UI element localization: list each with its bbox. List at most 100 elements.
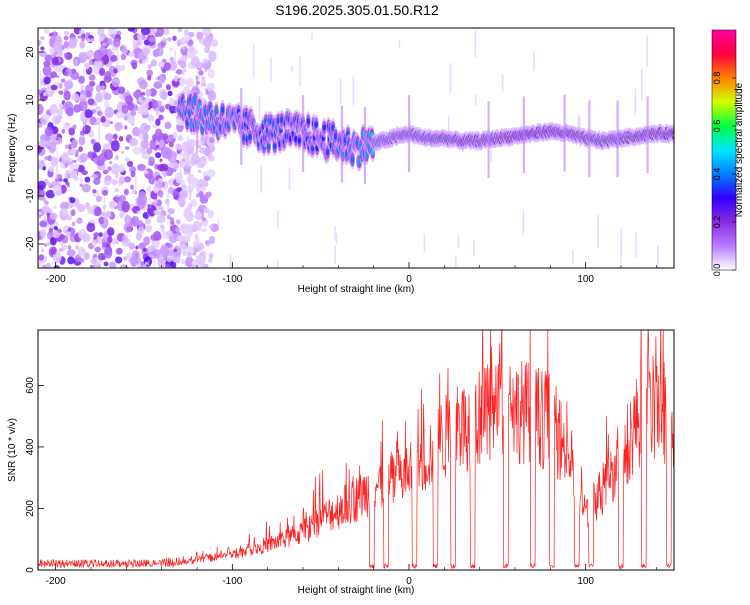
noise-blob: [167, 243, 173, 248]
noise-blob: [182, 250, 187, 257]
noise-blob: [167, 90, 173, 97]
noise-streak: [185, 162, 188, 175]
noise-streak: [640, 68, 643, 101]
noise-blob: [100, 211, 105, 217]
noise-blob: [128, 51, 135, 58]
noise-blob: [185, 256, 194, 268]
noise-blob: [109, 121, 114, 125]
noise-blob: [78, 29, 85, 34]
noise-blob: [182, 184, 187, 190]
noise-blob: [43, 91, 47, 97]
noise-blob: [211, 39, 219, 47]
noise-streak: [646, 35, 648, 67]
noise-blob: [144, 170, 149, 175]
noise-blob: [52, 185, 62, 196]
noise-blob: [43, 60, 51, 68]
noise-blob: [132, 126, 141, 137]
noise-blob: [208, 235, 216, 245]
noise-blob: [42, 166, 46, 171]
noise-blob: [114, 198, 120, 204]
noise-blob: [114, 173, 119, 179]
noise-blob: [138, 220, 144, 228]
noise-blob: [85, 90, 92, 98]
noise-blob: [208, 252, 214, 259]
noise-blob: [168, 97, 175, 106]
noise-blob: [89, 67, 93, 72]
noise-blob: [188, 45, 195, 53]
noise-blob: [109, 261, 117, 268]
noise-blob: [42, 65, 52, 77]
noise-blob: [176, 39, 182, 47]
noise-blob: [98, 67, 106, 76]
noise-blob: [38, 123, 43, 128]
noise-blob: [130, 215, 140, 227]
page-title: S196.2025.305.01.50.R12: [275, 2, 439, 18]
colorbar-ticks: 0.0 0.2 0.4 0.6 0.8: [712, 72, 736, 276]
noise-blob: [207, 210, 214, 219]
noise-blob: [204, 240, 210, 245]
noise-blob: [153, 209, 160, 215]
noise-blob: [86, 222, 96, 233]
noise-streak: [352, 76, 355, 106]
noise-blob: [75, 149, 79, 154]
ridge-core: [334, 133, 338, 140]
noise-blob: [44, 243, 48, 247]
noise-blob: [93, 59, 103, 70]
noise-blob: [187, 39, 194, 47]
noise-blob: [208, 50, 217, 62]
noise-blob: [142, 47, 150, 57]
noise-blob: [153, 249, 162, 259]
noise-blob: [112, 133, 118, 140]
noise-blob: [186, 173, 196, 185]
noise-blob: [183, 85, 190, 92]
noise-blob: [203, 207, 210, 214]
noise-blob: [49, 89, 55, 95]
noise-streak: [187, 135, 189, 169]
noise-streak: [398, 40, 401, 48]
noise-streak: [229, 254, 232, 268]
noise-blob: [195, 186, 201, 193]
noise-blob: [158, 115, 163, 120]
noise-blob: [164, 263, 171, 268]
noise-blob: [177, 196, 186, 208]
noise-blob: [49, 225, 54, 229]
noise-blob: [180, 60, 187, 69]
noise-blob: [148, 175, 156, 185]
noise-blob: [77, 203, 86, 213]
noise-blob: [207, 155, 215, 162]
noise-blob: [66, 249, 76, 257]
noise-blob: [207, 68, 215, 79]
noise-blob: [167, 208, 175, 215]
noise-blob: [38, 40, 42, 46]
noise-blob: [64, 162, 69, 168]
noise-streak: [172, 147, 174, 162]
noise-streak: [454, 254, 457, 268]
noise-streak: [449, 62, 452, 94]
noise-streak: [189, 166, 191, 200]
noise-streak: [217, 219, 220, 226]
noise-blob: [204, 46, 211, 54]
noise-streak: [73, 169, 76, 181]
ridge-core: [273, 143, 277, 150]
ridge-core: [306, 118, 310, 125]
noise-blob: [47, 241, 52, 246]
noise-blob: [53, 115, 57, 119]
noise-blob: [75, 254, 82, 263]
noise-blob: [132, 91, 141, 98]
noise-blob: [127, 28, 135, 32]
noise-blob: [58, 233, 65, 241]
noise-blob: [104, 106, 114, 119]
ridge-burst: [522, 96, 526, 174]
noise-blob: [146, 186, 151, 192]
noise-blob: [172, 247, 182, 257]
noise-blob: [192, 142, 196, 147]
noise-blob: [40, 36, 45, 41]
noise-blob: [120, 66, 125, 72]
noise-blob: [142, 248, 147, 252]
noise-blob: [199, 146, 206, 155]
noise-blob: [71, 93, 80, 102]
noise-blob: [130, 184, 134, 190]
noise-blob: [49, 103, 58, 115]
noise-blob: [133, 104, 139, 111]
